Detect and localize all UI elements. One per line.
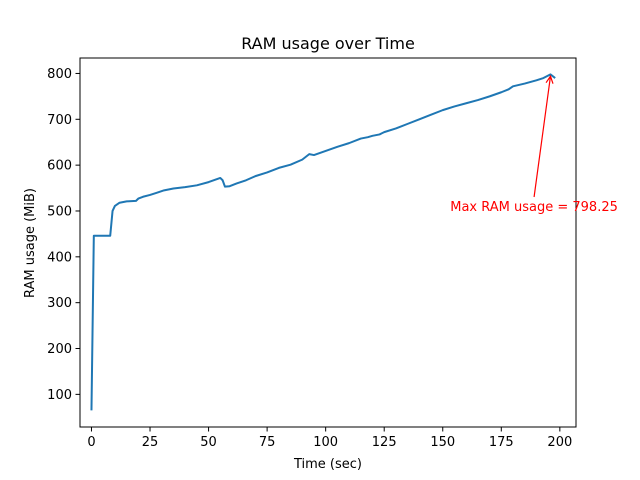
series-line-0	[90, 73, 556, 411]
x-tick-label: 125	[372, 435, 397, 450]
x-tick-label: 200	[547, 435, 572, 450]
x-tick-label: 25	[142, 435, 159, 450]
annotation-arrow-head	[545, 74, 554, 84]
x-tick-label: 150	[430, 435, 455, 450]
axis-layer: 0 25 50 75 100 125 150 175 200 100 200 300 400 500 600…	[47, 57, 577, 450]
x-tick-label: 175	[489, 435, 514, 450]
y-tick-label: 400	[47, 250, 72, 265]
x-tick-label: 50	[200, 435, 217, 450]
x-tick-label: 75	[259, 435, 276, 450]
plot-area	[90, 73, 556, 411]
y-tick-label: 500	[47, 204, 72, 219]
x-axis-title: Time (sec)	[293, 457, 362, 472]
y-tick-label: 300	[47, 296, 72, 311]
y-tick-label: 600	[47, 159, 72, 174]
annotation-text: Max RAM usage = 798.25	[450, 200, 618, 215]
y-axis-title: RAM usage (MiB)	[23, 188, 38, 298]
axes-frame	[79, 57, 577, 428]
chart-title: RAM usage over Time	[241, 34, 415, 53]
annotation-layer: Max RAM usage = 798.25	[450, 74, 618, 215]
x-tick-label: 100	[313, 435, 338, 450]
y-tick-label: 100	[47, 388, 72, 403]
y-tick-label: 800	[47, 67, 72, 82]
x-tick-label: 0	[87, 435, 95, 450]
annotation-arrow-line	[533, 76, 552, 198]
y-tick-label: 200	[47, 342, 72, 357]
y-tick-label: 700	[47, 113, 72, 128]
